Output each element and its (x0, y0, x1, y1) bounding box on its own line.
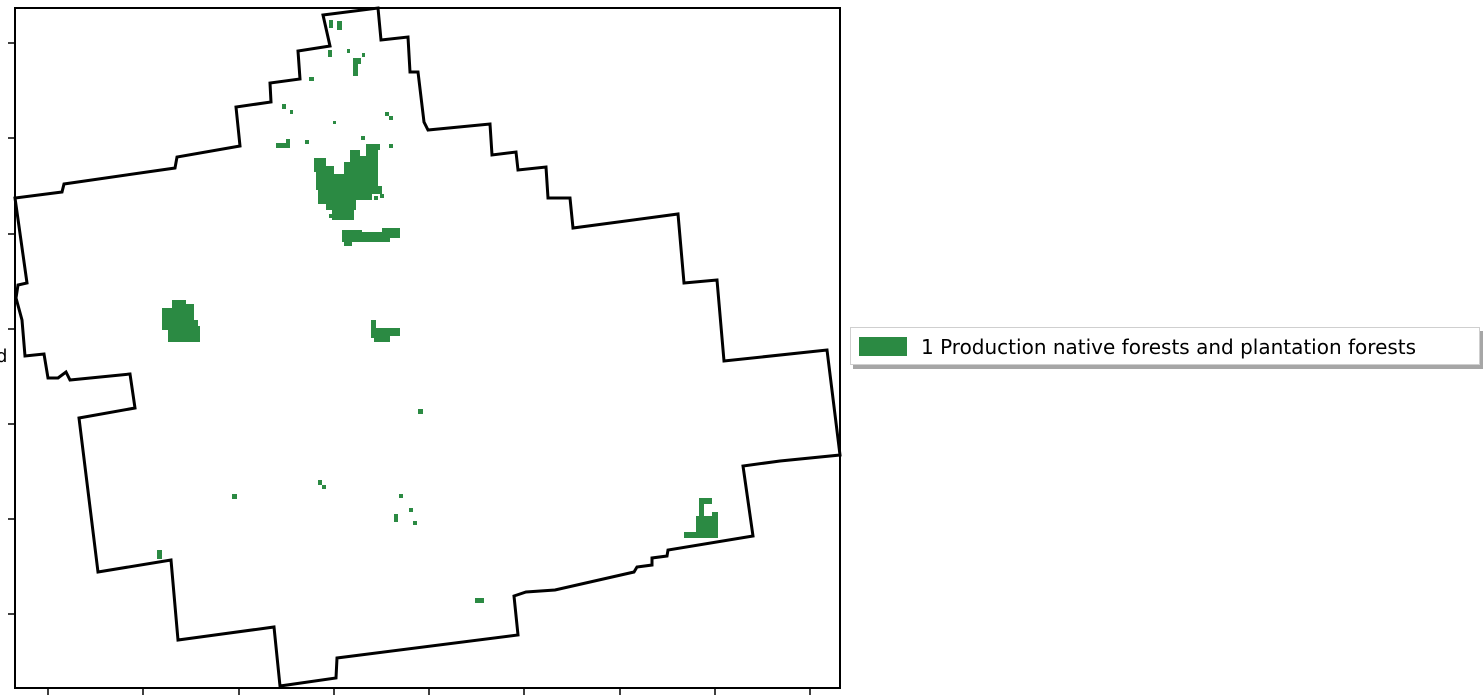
forest-patch (282, 104, 286, 109)
forest-patch (322, 485, 326, 489)
forest-patch (389, 144, 393, 148)
forest-patch (157, 550, 162, 559)
forest-patch (337, 21, 342, 30)
forest-patch (342, 228, 400, 246)
forest-patch (309, 77, 314, 81)
legend-label-production-forest: 1 Production native forests and plantati… (921, 335, 1417, 359)
forest-patch (162, 300, 200, 342)
forest-patch (347, 49, 350, 53)
forest-patch (276, 143, 290, 148)
forest-patch (314, 144, 382, 220)
forest-patch (413, 521, 417, 525)
forest-patch (684, 498, 718, 538)
forest-patch (357, 58, 361, 64)
forest-patch (385, 112, 389, 116)
forest-patch (333, 121, 336, 124)
forest-patch (409, 508, 413, 512)
x-axis-ticks (47, 688, 811, 695)
y-axis-label-fragment: d (0, 346, 8, 367)
legend: 1 Production native forests and plantati… (850, 327, 1480, 365)
forest-patches (157, 20, 718, 603)
forest-patch (380, 194, 384, 198)
axes-frame (14, 7, 841, 689)
forest-patch (290, 110, 293, 114)
forest-patch (475, 598, 484, 603)
forest-patch (305, 140, 309, 144)
forest-patch (318, 480, 322, 485)
forest-patch (389, 116, 393, 120)
forest-patch (286, 139, 290, 148)
legend-swatch-production-forest (859, 337, 907, 356)
forest-patch (362, 53, 365, 57)
forest-patch (418, 409, 423, 414)
forest-patch (374, 196, 378, 200)
forest-patch (328, 50, 332, 57)
forest-patch (361, 136, 365, 140)
forest-patch (371, 320, 400, 342)
forest-patch (329, 20, 333, 28)
forest-patch (399, 494, 403, 498)
y-axis-ticks (8, 42, 15, 615)
forest-patch (394, 514, 398, 522)
forest-patch (232, 494, 237, 499)
area-boundary (13, 6, 842, 688)
forest-patch (329, 214, 333, 218)
forest-patch (353, 58, 358, 76)
